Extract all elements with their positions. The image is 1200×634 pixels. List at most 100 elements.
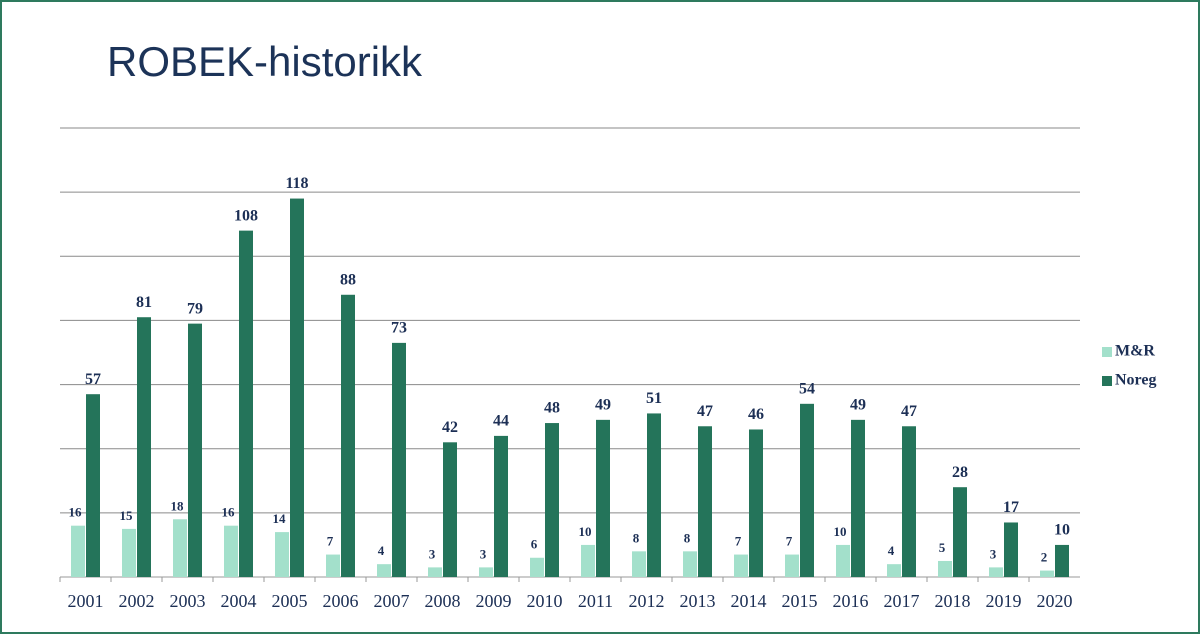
bar (647, 413, 661, 577)
bar (800, 403, 814, 577)
bar (494, 435, 508, 577)
bar (1055, 544, 1069, 577)
x-tick-label: 2013 (680, 591, 716, 611)
x-tick-label: 2001 (68, 591, 104, 611)
x-tick-label: 2011 (578, 591, 613, 611)
data-label: 79 (187, 300, 203, 317)
bar (734, 554, 748, 577)
x-tick-label: 2012 (629, 591, 665, 611)
bar (239, 230, 253, 577)
bar (71, 525, 85, 577)
bar (887, 564, 901, 577)
data-label: 49 (595, 397, 611, 414)
bar (938, 560, 952, 577)
bar (86, 394, 100, 577)
data-label: 3 (480, 546, 487, 561)
chart-title: ROBEK-historikk (107, 38, 423, 85)
bar (581, 544, 595, 577)
bar (341, 294, 355, 577)
data-label: 16 (222, 505, 236, 520)
data-label: 118 (285, 175, 308, 192)
x-tick-label: 2010 (527, 591, 563, 611)
data-label: 7 (327, 534, 334, 549)
data-label: 8 (633, 530, 640, 545)
bar (530, 557, 544, 577)
data-label: 17 (1003, 499, 1019, 516)
data-label: 88 (340, 271, 356, 288)
bar (596, 419, 610, 577)
legend-swatch (1102, 376, 1112, 386)
data-label: 2 (1041, 550, 1048, 565)
data-label: 42 (442, 419, 458, 436)
x-tick-label: 2003 (170, 591, 206, 611)
data-label: 73 (391, 320, 407, 337)
data-label: 51 (646, 390, 662, 407)
data-label: 8 (684, 530, 691, 545)
legend-label: Noreg (1115, 372, 1156, 389)
x-tick-label: 2002 (119, 591, 155, 611)
bar (749, 429, 763, 577)
data-label: 81 (136, 294, 152, 311)
data-label: 14 (273, 511, 287, 526)
x-tick-label: 2005 (272, 591, 308, 611)
x-tick-label: 2004 (221, 591, 257, 611)
x-tick-label: 2019 (986, 591, 1022, 611)
bar (902, 426, 916, 577)
bar (698, 426, 712, 577)
data-label: 28 (952, 464, 968, 481)
x-tick-label: 2016 (833, 591, 869, 611)
bar (443, 442, 457, 577)
data-label: 5 (939, 540, 946, 555)
x-tick-label: 2008 (425, 591, 461, 611)
bar (785, 554, 799, 577)
data-label: 3 (990, 546, 997, 561)
data-label: 4 (378, 543, 385, 558)
bar (953, 487, 967, 577)
data-label: 47 (697, 403, 713, 420)
x-tick-label: 2015 (782, 591, 818, 611)
data-label: 10 (834, 524, 847, 539)
data-label: 18 (171, 498, 185, 513)
x-tick-label: 2018 (935, 591, 971, 611)
x-tick-label: 2006 (323, 591, 359, 611)
bar (173, 519, 187, 577)
x-tick-label: 2014 (731, 591, 767, 611)
data-label: 16 (69, 505, 83, 520)
data-label: 15 (120, 508, 134, 523)
data-label: 46 (748, 406, 764, 423)
x-tick-label: 2009 (476, 591, 512, 611)
x-tick-label: 2007 (374, 591, 410, 611)
legend-swatch (1102, 347, 1112, 357)
data-label: 48 (544, 400, 560, 417)
data-label: 7 (735, 534, 742, 549)
bar (392, 342, 406, 577)
bar (1004, 522, 1018, 577)
bar (275, 532, 289, 577)
data-label: 6 (531, 537, 538, 552)
data-label: 10 (579, 524, 592, 539)
bar (224, 525, 238, 577)
bar (683, 551, 697, 577)
data-label: 3 (429, 546, 436, 561)
bar (545, 423, 559, 577)
bar (290, 198, 304, 578)
bar (326, 554, 340, 577)
bar (836, 544, 850, 577)
bar (479, 567, 493, 577)
bar (428, 567, 442, 577)
bar (122, 528, 136, 577)
bar (188, 323, 202, 577)
bar (632, 551, 646, 577)
data-label: 44 (493, 413, 509, 430)
x-tick-label: 2017 (884, 591, 920, 611)
data-label: 7 (786, 534, 793, 549)
bar (377, 564, 391, 577)
data-label: 47 (901, 403, 917, 420)
data-label: 57 (85, 371, 101, 388)
legend-label: M&R (1115, 343, 1155, 360)
data-label: 49 (850, 397, 866, 414)
bar (1040, 570, 1054, 577)
data-label: 54 (799, 380, 815, 397)
